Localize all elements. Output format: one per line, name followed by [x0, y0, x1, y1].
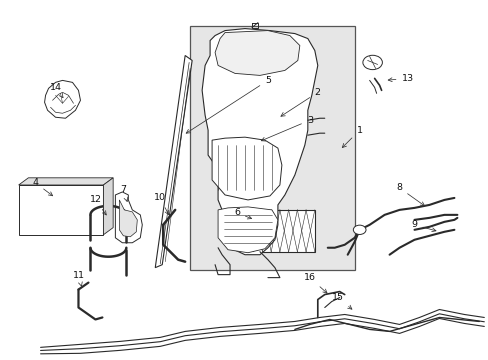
- Circle shape: [362, 55, 382, 69]
- Text: 13: 13: [387, 74, 413, 83]
- Text: 14: 14: [49, 83, 63, 98]
- Text: 6: 6: [234, 208, 251, 219]
- Polygon shape: [119, 200, 137, 237]
- Polygon shape: [103, 178, 113, 235]
- Text: 3: 3: [261, 116, 312, 141]
- Text: 2: 2: [281, 88, 320, 116]
- Polygon shape: [115, 192, 142, 243]
- Text: 4: 4: [33, 179, 53, 196]
- Text: 7: 7: [120, 185, 127, 202]
- Text: 15: 15: [331, 293, 351, 309]
- Bar: [190, 26, 354, 270]
- Text: 8: 8: [396, 184, 424, 206]
- Text: 9: 9: [411, 220, 435, 231]
- Text: 16: 16: [303, 273, 326, 293]
- Circle shape: [353, 225, 365, 234]
- Polygon shape: [155, 55, 192, 268]
- Text: 10: 10: [154, 193, 168, 215]
- Bar: [244, 210, 314, 252]
- Bar: [19, 185, 103, 235]
- Text: 1: 1: [342, 126, 362, 148]
- Text: 5: 5: [186, 76, 270, 133]
- Polygon shape: [218, 207, 277, 253]
- Polygon shape: [212, 137, 281, 200]
- Polygon shape: [202, 28, 317, 255]
- Polygon shape: [19, 178, 113, 185]
- Polygon shape: [215, 31, 299, 75]
- Text: 11: 11: [72, 271, 84, 286]
- Polygon shape: [44, 80, 81, 118]
- Text: 12: 12: [89, 195, 106, 215]
